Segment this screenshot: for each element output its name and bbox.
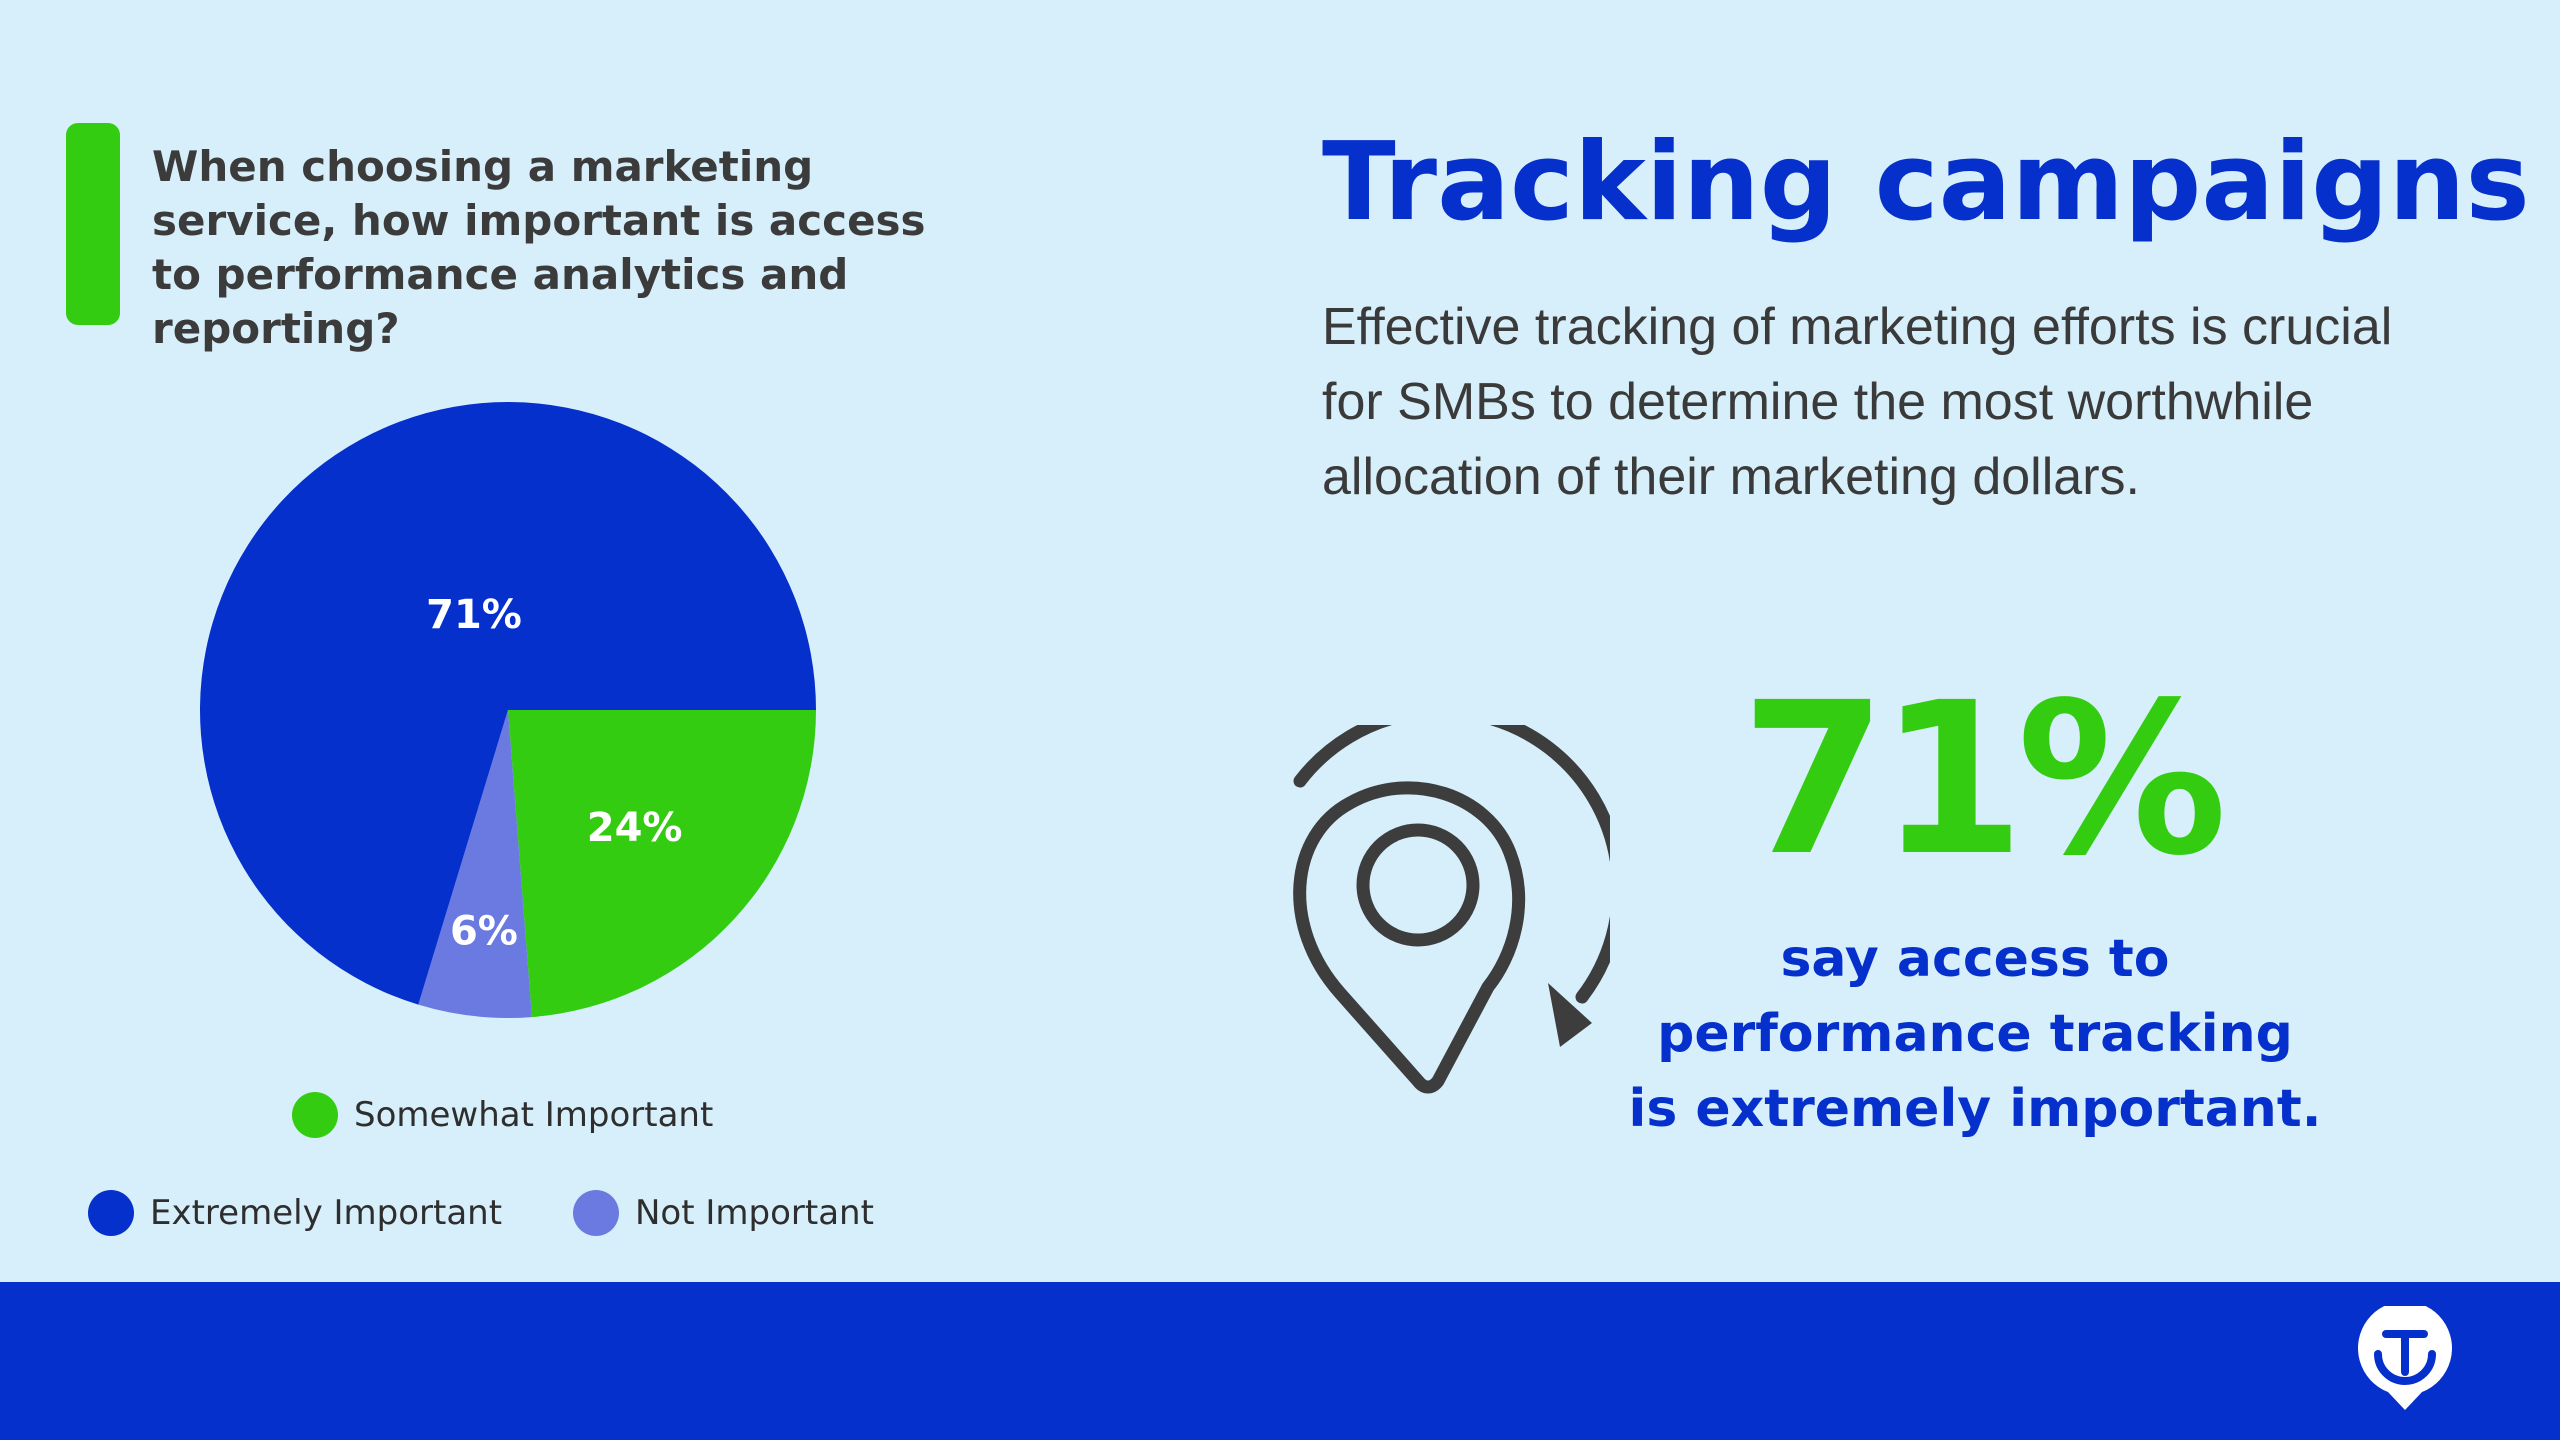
question-line-2: service, how important is access [152, 196, 926, 245]
legend-label-not-important: Not Important [635, 1193, 874, 1233]
big-stat-value: 71% [1740, 657, 2228, 902]
body-paragraph: Effective tracking of marketing efforts … [1322, 298, 2393, 506]
pie-slice-somewhat-important [508, 710, 816, 1018]
pie-label-not-important: 6% [450, 908, 518, 954]
footer-bar [0, 1282, 2560, 1440]
page-title: Tracking campaigns [1322, 120, 2530, 245]
pie-slice-extremely-important [199, 401, 816, 1005]
pie-labels: 24% 6% 71% [426, 592, 682, 954]
legend-label-somewhat-important: Somewhat Important [354, 1095, 714, 1135]
chart-question: When choosing a marketing service, how i… [152, 140, 1092, 356]
pie-chart: 24% 6% 71% [199, 401, 816, 1018]
accent-bar [66, 123, 120, 325]
legend-item-extremely-important: Extremely Important [88, 1190, 502, 1236]
stat-caption-line-3: is extremely important. [1628, 1079, 2322, 1139]
pie-label-somewhat-important: 24% [587, 805, 683, 851]
legend-swatch-extremely-important [88, 1190, 134, 1236]
location-pin-refresh-icon [1293, 725, 1610, 1094]
stat-caption-line-2: performance tracking [1657, 1004, 2293, 1064]
legend-swatch-somewhat-important [292, 1092, 338, 1138]
legend-item-somewhat-important: Somewhat Important [292, 1092, 713, 1138]
pie-slice-not-important [418, 710, 532, 1018]
stat-caption-line-1: say access to [1780, 929, 2170, 989]
legend-swatch-not-important [573, 1190, 619, 1236]
question-line-1: When choosing a marketing [152, 142, 814, 191]
question-line-3: to performance analytics and reporting? [152, 250, 849, 353]
pie-label-extremely-important: 71% [426, 592, 522, 638]
legend-label-extremely-important: Extremely Important [150, 1193, 503, 1233]
brand-logo-icon [2358, 1306, 2452, 1410]
stat-caption: say access to performance tracking is ex… [1560, 922, 2390, 1147]
legend-item-not-important: Not Important [573, 1190, 874, 1236]
pie-slices [199, 401, 816, 1018]
